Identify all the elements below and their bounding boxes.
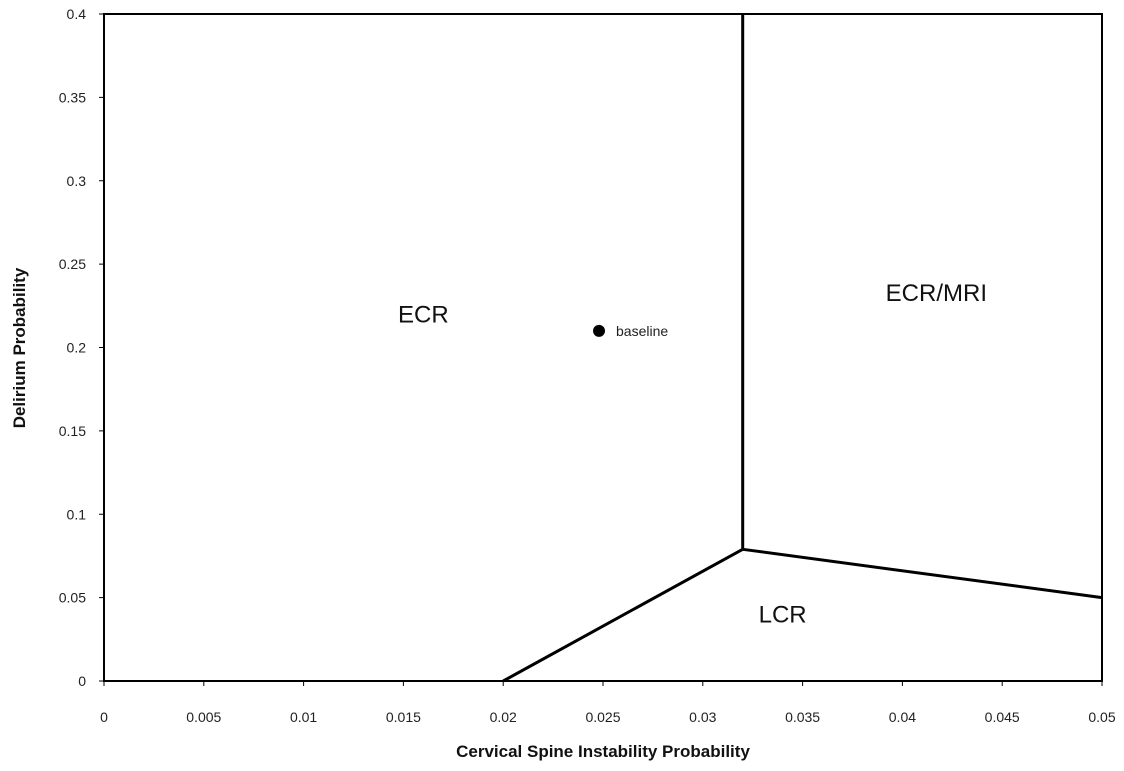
- y-axis-ticks: 0 0.05 0.1 0.15 0.2 0.25 0.3 0.35 0.4: [59, 6, 104, 689]
- boundary-line-3: [742, 547, 1103, 600]
- y-tick-label: 0.35: [59, 89, 86, 105]
- x-tick-label: 0.04: [889, 709, 916, 725]
- y-tick-label: 0.3: [67, 173, 87, 189]
- data-points: baseline: [593, 323, 668, 339]
- x-tick-label: 0: [100, 709, 108, 725]
- x-axis-title: Cervical Spine Instability Probability: [456, 742, 750, 761]
- region-labels: ECR ECR/MRI LCR: [398, 280, 987, 629]
- x-tick-label: 0.03: [689, 709, 716, 725]
- x-tick-label: 0.02: [490, 709, 517, 725]
- plot-area: [103, 13, 1103, 682]
- x-tick-label: 0.025: [585, 709, 620, 725]
- boundary-line-2: [502, 547, 744, 683]
- region-label-ecr: ECR: [398, 301, 449, 328]
- y-tick-label: 0.1: [67, 506, 87, 522]
- baseline-point: [593, 324, 606, 337]
- x-tick-label: 0.005: [186, 709, 221, 725]
- x-tick-label: 0.035: [785, 709, 820, 725]
- y-tick-label: 0.05: [59, 590, 86, 606]
- y-axis-title: Delirium Probability: [10, 267, 29, 428]
- x-tick-label: 0.05: [1088, 709, 1115, 725]
- y-tick-label: 0.25: [59, 256, 86, 272]
- x-tick-label: 0.01: [290, 709, 317, 725]
- x-axis-ticks: 0 0.005 0.01 0.015 0.02 0.025 0.03 0.035 0.04 0.0…: [100, 681, 1116, 725]
- region-label-ecr-mri: ECR/MRI: [886, 280, 987, 307]
- region-boundaries: [502, 14, 1103, 683]
- y-tick-label: 0.15: [59, 423, 86, 439]
- y-tick-label: 0: [78, 673, 86, 689]
- x-tick-label: 0.045: [985, 709, 1020, 725]
- y-tick-label: 0.4: [67, 6, 87, 22]
- region-label-lcr: LCR: [759, 602, 807, 629]
- x-tick-label: 0.015: [386, 709, 421, 725]
- y-tick-label: 0.2: [67, 340, 87, 356]
- baseline-point-label: baseline: [616, 323, 668, 339]
